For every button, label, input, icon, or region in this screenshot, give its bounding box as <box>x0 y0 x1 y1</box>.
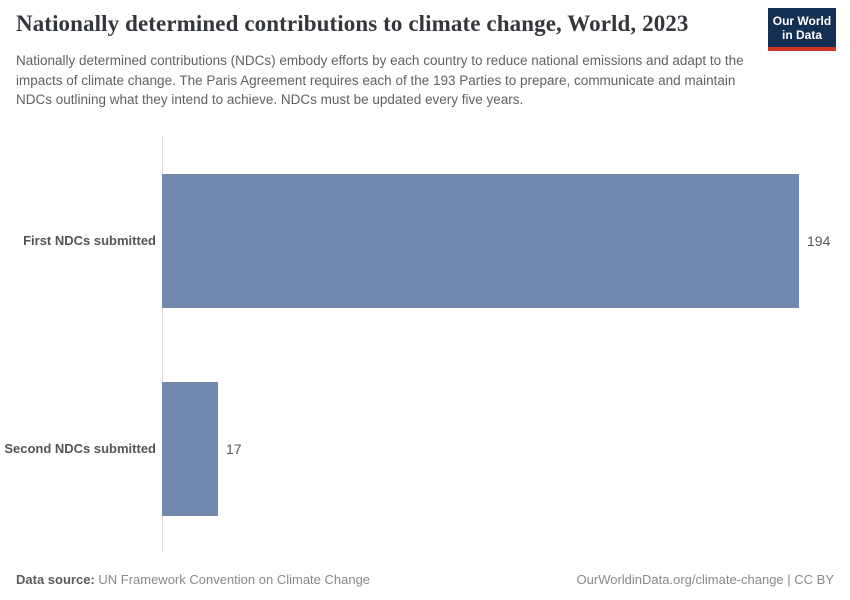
bar-second-ndcs <box>162 382 218 516</box>
owid-url-license-link[interactable]: OurWorldinData.org/climate-change | CC B… <box>576 572 834 587</box>
data-source-note: Data source: UN Framework Convention on … <box>16 572 370 587</box>
data-source-text: UN Framework Convention on Climate Chang… <box>94 572 371 587</box>
owid-logo-line2: in Data <box>781 28 822 42</box>
bar-value-first-ndcs: 194 <box>807 233 831 249</box>
chart-subtitle: Nationally determined contributions (NDC… <box>16 53 744 107</box>
data-source-label: Data source: <box>16 572 95 587</box>
chart-title: Nationally determined contributions to c… <box>16 11 689 36</box>
y-axis-line <box>162 137 163 552</box>
owid-logo[interactable]: Our World in Data <box>768 8 836 51</box>
bar-row-second-ndcs: Second NDCs submitted 17 <box>0 382 850 516</box>
bar-first-ndcs <box>162 174 799 308</box>
bar-row-first-ndcs: First NDCs submitted 194 <box>0 174 850 308</box>
bar-chart-plot-area: First NDCs submitted 194 Second NDCs sub… <box>0 137 850 552</box>
bar-label-first-ndcs: First NDCs submitted <box>23 233 156 248</box>
chart-footer: Data source: UN Framework Convention on … <box>16 572 834 587</box>
bar-value-second-ndcs: 17 <box>226 441 242 457</box>
owid-logo-line1: Our World <box>772 14 832 28</box>
bar-label-second-ndcs: Second NDCs submitted <box>4 441 156 456</box>
